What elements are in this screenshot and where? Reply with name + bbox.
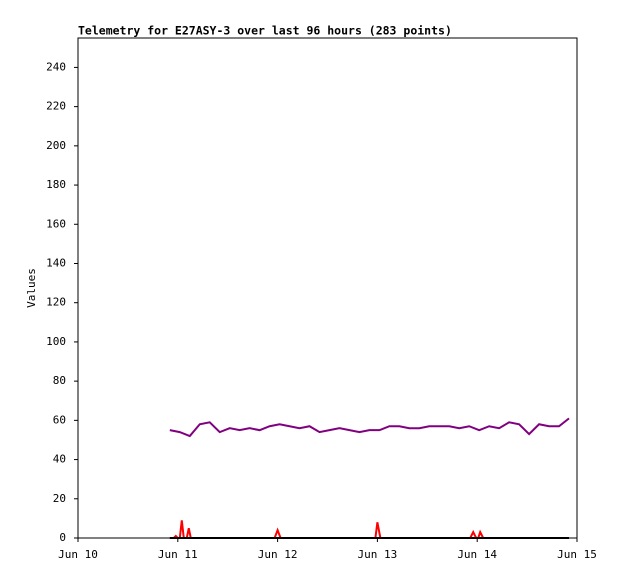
y-tick-label: 240 — [46, 60, 66, 73]
series-line — [169, 417, 570, 438]
y-tick-label: 120 — [46, 296, 66, 309]
x-tick-label: Jun 13 — [358, 548, 398, 561]
y-tick-label: 140 — [46, 256, 66, 269]
y-tick-label: 100 — [46, 335, 66, 348]
x-tick-label: Jun 15 — [557, 548, 597, 561]
y-tick-label: 0 — [59, 531, 66, 544]
y-tick-label: 160 — [46, 217, 66, 230]
y-tick-label: 80 — [53, 374, 66, 387]
y-tick-label: 40 — [53, 453, 66, 466]
y-tick-label: 60 — [53, 413, 66, 426]
y-tick-label: 180 — [46, 178, 66, 191]
y-tick-label: 220 — [46, 100, 66, 113]
x-tick-label: Jun 14 — [457, 548, 497, 561]
x-tick-label: Jun 12 — [258, 548, 298, 561]
plot-frame — [77, 37, 578, 539]
x-tick-label: Jun 10 — [58, 548, 98, 561]
y-axis-label: Values — [25, 268, 38, 308]
chart-title: Telemetry for E27ASY-3 over last 96 hour… — [78, 24, 452, 38]
y-tick-label: 20 — [53, 492, 66, 505]
x-tick-label: Jun 11 — [158, 548, 198, 561]
y-tick-label: 200 — [46, 139, 66, 152]
